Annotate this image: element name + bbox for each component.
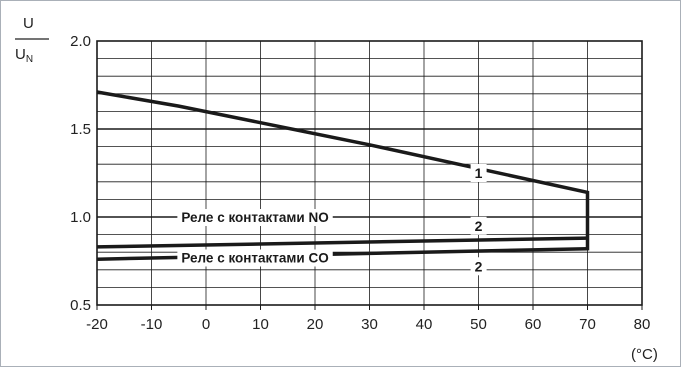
y-axis-denominator: UN [15,46,33,65]
x-tick-label: 40 [416,316,433,333]
relay-type-label-background [177,209,333,226]
curve-marker-label: 2 [475,258,483,274]
x-tick-label: -10 [141,316,163,333]
series-line-1 [96,90,590,251]
grid [97,41,642,305]
y-tick-label: 1.0 [70,209,91,226]
x-tick-label: 50 [470,316,487,333]
relay-type-label: Реле с контактами NO [181,210,328,225]
curve-marker-label-background [470,164,487,182]
y-tick-label: 0.5 [70,297,91,314]
x-tick-label: 30 [361,316,378,333]
series-lines [96,90,590,261]
x-tick-label: 80 [634,316,651,333]
x-tick-label: 10 [252,316,269,333]
x-tick-label: -20 [86,316,108,333]
y-axis-denominator-sub: N [26,54,33,65]
x-tick-label: 70 [579,316,596,333]
curve-marker-label: 2 [475,218,483,234]
x-tick-label: 0 [202,316,210,333]
curve-marker-label: 1 [475,165,483,181]
curve-marker-label-background [470,216,487,235]
relay-type-label: Реле с контактами CO [181,250,328,265]
labels: 1 2 2 Реле с контактами NO Реле с контактами… [177,164,487,276]
series-line-2 [96,246,588,261]
x-tick-label: 20 [307,316,324,333]
axes: -20 -10 0 10 20 30 40 50 60 70 80 0.5 1.0 1.5 2.0 [70,33,650,333]
x-axis-unit: (°C) [631,346,658,363]
y-axis-denominator-main: U [15,46,26,63]
curve-marker-label-background [470,257,487,276]
x-tick-label: 60 [525,316,542,333]
y-axis-title: U UN [15,15,49,65]
y-axis-numerator: U [23,15,34,32]
relay-type-label-background [177,249,333,267]
y-tick-label: 2.0 [70,33,91,50]
y-tick-label: 1.5 [70,121,91,138]
series-line-2 [96,236,588,249]
